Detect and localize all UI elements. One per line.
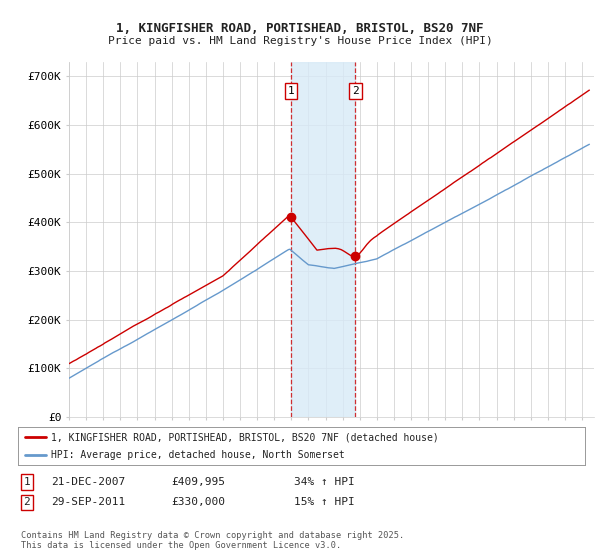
Text: 15% ↑ HPI: 15% ↑ HPI (294, 497, 355, 507)
Text: £409,995: £409,995 (171, 477, 225, 487)
Text: HPI: Average price, detached house, North Somerset: HPI: Average price, detached house, Nort… (51, 450, 344, 460)
Text: 2: 2 (23, 497, 31, 507)
Text: Contains HM Land Registry data © Crown copyright and database right 2025.
This d: Contains HM Land Registry data © Crown c… (21, 531, 404, 550)
Text: 1, KINGFISHER ROAD, PORTISHEAD, BRISTOL, BS20 7NF: 1, KINGFISHER ROAD, PORTISHEAD, BRISTOL,… (116, 22, 484, 35)
Text: 1: 1 (23, 477, 31, 487)
Text: 1, KINGFISHER ROAD, PORTISHEAD, BRISTOL, BS20 7NF (detached house): 1, KINGFISHER ROAD, PORTISHEAD, BRISTOL,… (51, 432, 439, 442)
Text: 1: 1 (287, 86, 294, 96)
Bar (291, 62, 355, 417)
Text: 34% ↑ HPI: 34% ↑ HPI (294, 477, 355, 487)
Text: 2: 2 (352, 86, 359, 96)
Text: 29-SEP-2011: 29-SEP-2011 (51, 497, 125, 507)
Text: £330,000: £330,000 (171, 497, 225, 507)
Text: 21-DEC-2007: 21-DEC-2007 (51, 477, 125, 487)
Text: Price paid vs. HM Land Registry's House Price Index (HPI): Price paid vs. HM Land Registry's House … (107, 36, 493, 46)
